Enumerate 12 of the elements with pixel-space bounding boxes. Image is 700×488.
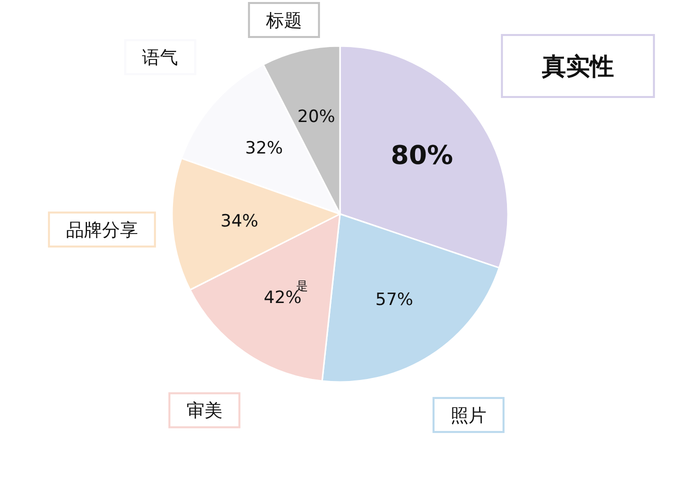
data-label: 57%: [375, 290, 414, 310]
data-label: 80%: [390, 141, 454, 172]
slice-label: 品牌分享: [66, 220, 138, 242]
text: 是: [296, 279, 308, 293]
slice-label: 照片: [450, 405, 487, 426]
data-label: 32%: [245, 138, 283, 159]
slice-label: 审美: [186, 400, 222, 422]
slice-label: 标题: [264, 10, 302, 32]
data-label: 34%: [220, 212, 258, 232]
data-label: 20%: [297, 107, 336, 128]
slice-label: 真实性: [540, 52, 614, 81]
slice-label: 语气: [142, 48, 178, 69]
